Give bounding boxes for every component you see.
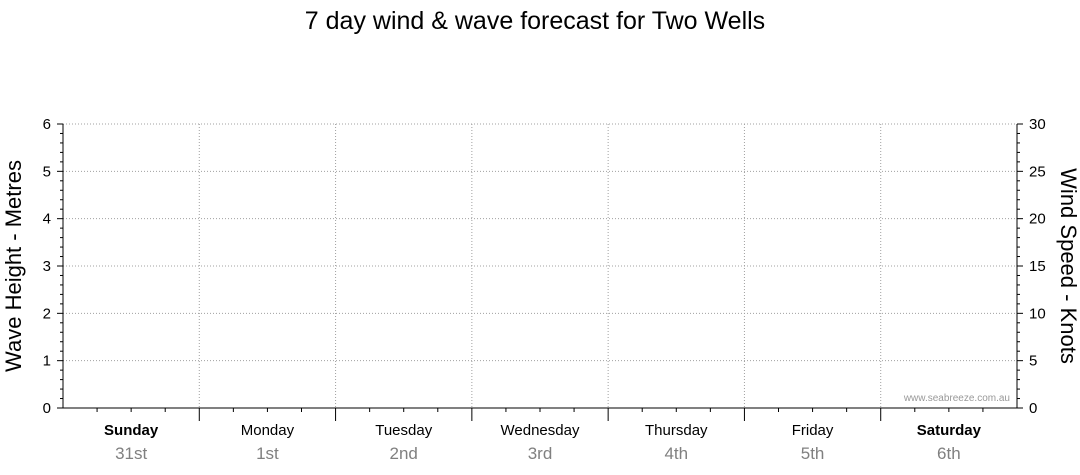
- left-tick-label: 1: [43, 353, 51, 370]
- day-name-label: Friday: [792, 422, 834, 439]
- left-tick-label: 4: [43, 211, 51, 228]
- day-date-label: 6th: [937, 444, 961, 463]
- day-name-label: Thursday: [645, 422, 708, 439]
- right-tick-label: 10: [1029, 305, 1046, 322]
- right-tick-label: 20: [1029, 211, 1046, 228]
- left-tick-label: 0: [43, 400, 51, 417]
- left-tick-label: 3: [43, 258, 51, 275]
- wave-height-axis-title: Wave Height - Metres: [1, 160, 26, 372]
- right-tick-label: 5: [1029, 353, 1037, 370]
- day-name-label: Saturday: [917, 422, 982, 439]
- day-date-label: 31st: [115, 444, 147, 463]
- day-name-label: Wednesday: [501, 422, 580, 439]
- left-tick-label: 6: [43, 116, 51, 133]
- right-tick-label: 15: [1029, 258, 1046, 275]
- watermark: www.seabreeze.com.au: [903, 393, 1010, 404]
- day-date-label: 1st: [256, 444, 279, 463]
- day-name-label: Sunday: [104, 422, 159, 439]
- day-date-label: 4th: [664, 444, 688, 463]
- axes: [57, 123, 1023, 421]
- left-tick-label: 5: [43, 163, 51, 180]
- day-labels: Sunday 31st Monday 1st Tuesday 2nd Wednesday 3r…: [104, 422, 982, 463]
- day-name-label: Monday: [241, 422, 295, 439]
- day-date-label: 2nd: [390, 444, 418, 463]
- right-tick-label: 0: [1029, 400, 1037, 417]
- grid-lines: [63, 123, 1017, 408]
- left-tick-label: 2: [43, 305, 51, 322]
- day-date-label: 5th: [801, 444, 825, 463]
- day-date-label: 3rd: [528, 444, 553, 463]
- chart-title: 7 day wind & wave forecast for Two Wells: [305, 7, 765, 35]
- tick-labels: 0 1 2 3 4 5 6 0 5 10 15 20 25 30: [43, 116, 1046, 417]
- wind-speed-axis-title: Wind Speed - Knots: [1056, 168, 1080, 364]
- day-name-label: Tuesday: [375, 422, 432, 439]
- right-tick-label: 25: [1029, 163, 1046, 180]
- right-tick-label: 30: [1029, 116, 1046, 133]
